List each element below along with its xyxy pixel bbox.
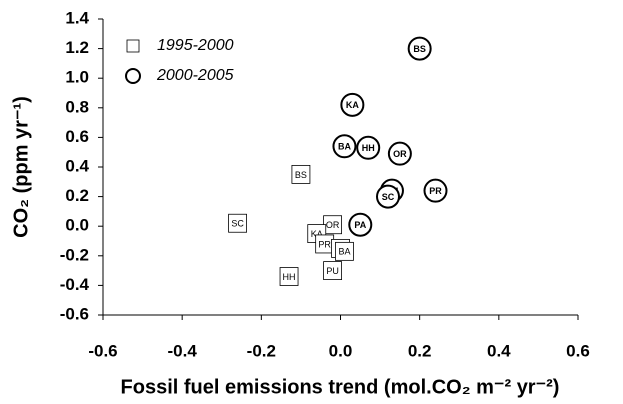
point-label: PU <box>326 266 339 276</box>
point <box>407 36 432 61</box>
x-tick-label: 0.4 <box>487 341 511 360</box>
point-label: HH <box>362 143 375 153</box>
point-label: PR <box>429 186 442 196</box>
point-label: BA <box>338 142 351 152</box>
y-tick-label: 0.6 <box>65 127 89 146</box>
legend-marker <box>125 68 141 84</box>
y-tick-label: 0.2 <box>65 186 89 205</box>
x-tick-label: -0.2 <box>247 341 276 360</box>
x-tick-label: 0.0 <box>329 341 353 360</box>
y-tick-label: 0.4 <box>65 156 89 175</box>
x-axis-label: Fossil fuel emissions trend (mol.CO₂ m⁻²… <box>121 376 560 398</box>
point <box>340 92 365 117</box>
point <box>291 164 311 184</box>
y-tick-label: -0.4 <box>60 275 90 294</box>
point-label: BS <box>295 170 307 180</box>
point-label: PR <box>318 239 331 249</box>
point <box>228 213 247 233</box>
point-label: KA <box>346 100 359 110</box>
legend-label: 1995-2000 <box>157 37 234 54</box>
point-label: BS <box>413 44 426 54</box>
point-label: PA <box>354 220 366 230</box>
y-tick-label: 0.8 <box>65 97 89 116</box>
point-label: HH <box>283 272 296 282</box>
point <box>376 184 400 209</box>
point <box>332 134 357 159</box>
point-label: SC <box>231 219 244 229</box>
point <box>279 267 299 286</box>
point <box>387 141 412 166</box>
legend-marker <box>126 39 140 53</box>
point-label: SC <box>382 192 395 202</box>
legend-label: 2000-2005 <box>156 67 234 84</box>
point <box>323 261 342 281</box>
point <box>348 212 373 237</box>
y-tick-label: 0.0 <box>65 216 89 235</box>
y-axis-label: CO₂ (ppm yr⁻¹) <box>10 96 32 238</box>
y-tick-label: 1.4 <box>65 8 89 27</box>
point <box>335 241 354 261</box>
x-tick-label: 0.2 <box>408 341 432 360</box>
x-tick-label: -0.6 <box>88 341 117 360</box>
point-label: OR <box>393 149 407 159</box>
point <box>423 178 448 203</box>
point <box>356 135 381 160</box>
point-label: KA <box>311 229 323 239</box>
x-tick-label: 0.6 <box>566 341 590 360</box>
y-tick-label: 1.0 <box>65 68 89 87</box>
y-tick-label: 1.2 <box>65 38 89 57</box>
x-tick-label: -0.4 <box>168 341 198 360</box>
y-tick-label: -0.2 <box>60 245 89 264</box>
y-tick-label: -0.6 <box>60 304 89 323</box>
point-label: BA <box>338 247 350 257</box>
point-label: OR <box>326 220 340 230</box>
